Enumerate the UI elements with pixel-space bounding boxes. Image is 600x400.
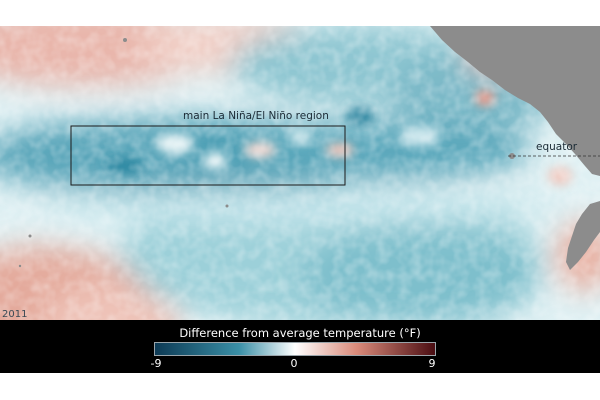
equator-label: equator	[536, 141, 578, 153]
color-ramp	[154, 342, 436, 356]
la-nina-region-box	[70, 125, 346, 186]
legend-title: Difference from average temperature (°F)	[179, 326, 421, 340]
year-label: 2011	[2, 309, 28, 320]
legend-mid-label: 0	[290, 357, 298, 370]
land-mass	[18, 26, 600, 270]
anomaly-field	[0, 26, 600, 373]
legend-max-label: 9	[428, 357, 436, 370]
legend-bar: Difference from average temperature (°F)…	[0, 320, 600, 373]
sea-surface-anomaly-map: main La Niña/El Niño region equator 2011	[0, 26, 600, 373]
region-label: main La Niña/El Niño region	[183, 110, 329, 122]
legend-min-label: -9	[150, 357, 162, 370]
